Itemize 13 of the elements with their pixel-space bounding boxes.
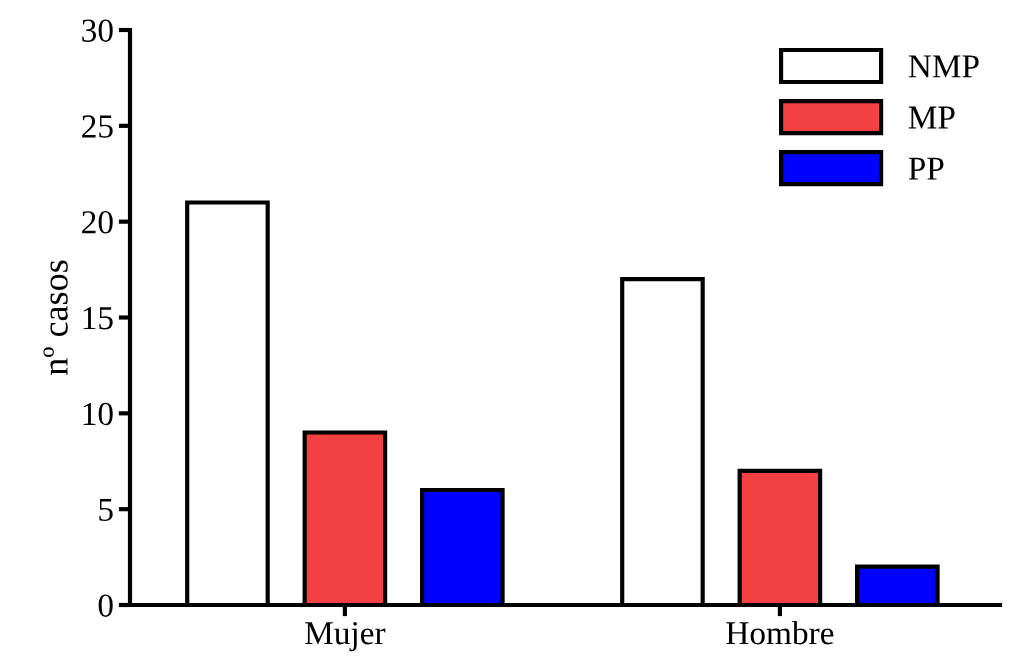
x-tick-label: Hombre bbox=[726, 620, 834, 645]
y-tick-label: 20 bbox=[82, 211, 113, 234]
y-tick-label: 0 bbox=[98, 594, 113, 617]
x-tick-label: Mujer bbox=[305, 622, 386, 652]
y-tick-label: 25 bbox=[82, 115, 113, 138]
y-tick-label: 30 bbox=[82, 19, 113, 42]
legend-label: PP bbox=[908, 157, 944, 180]
legend-label: MP bbox=[908, 106, 955, 129]
y-tick-label: 10 bbox=[83, 402, 113, 426]
legend-label: NMP bbox=[908, 55, 979, 78]
y-tick-label: 5 bbox=[99, 498, 113, 522]
y-tick-label: 15 bbox=[83, 307, 113, 330]
y-axis-title: nº casos bbox=[43, 260, 68, 375]
